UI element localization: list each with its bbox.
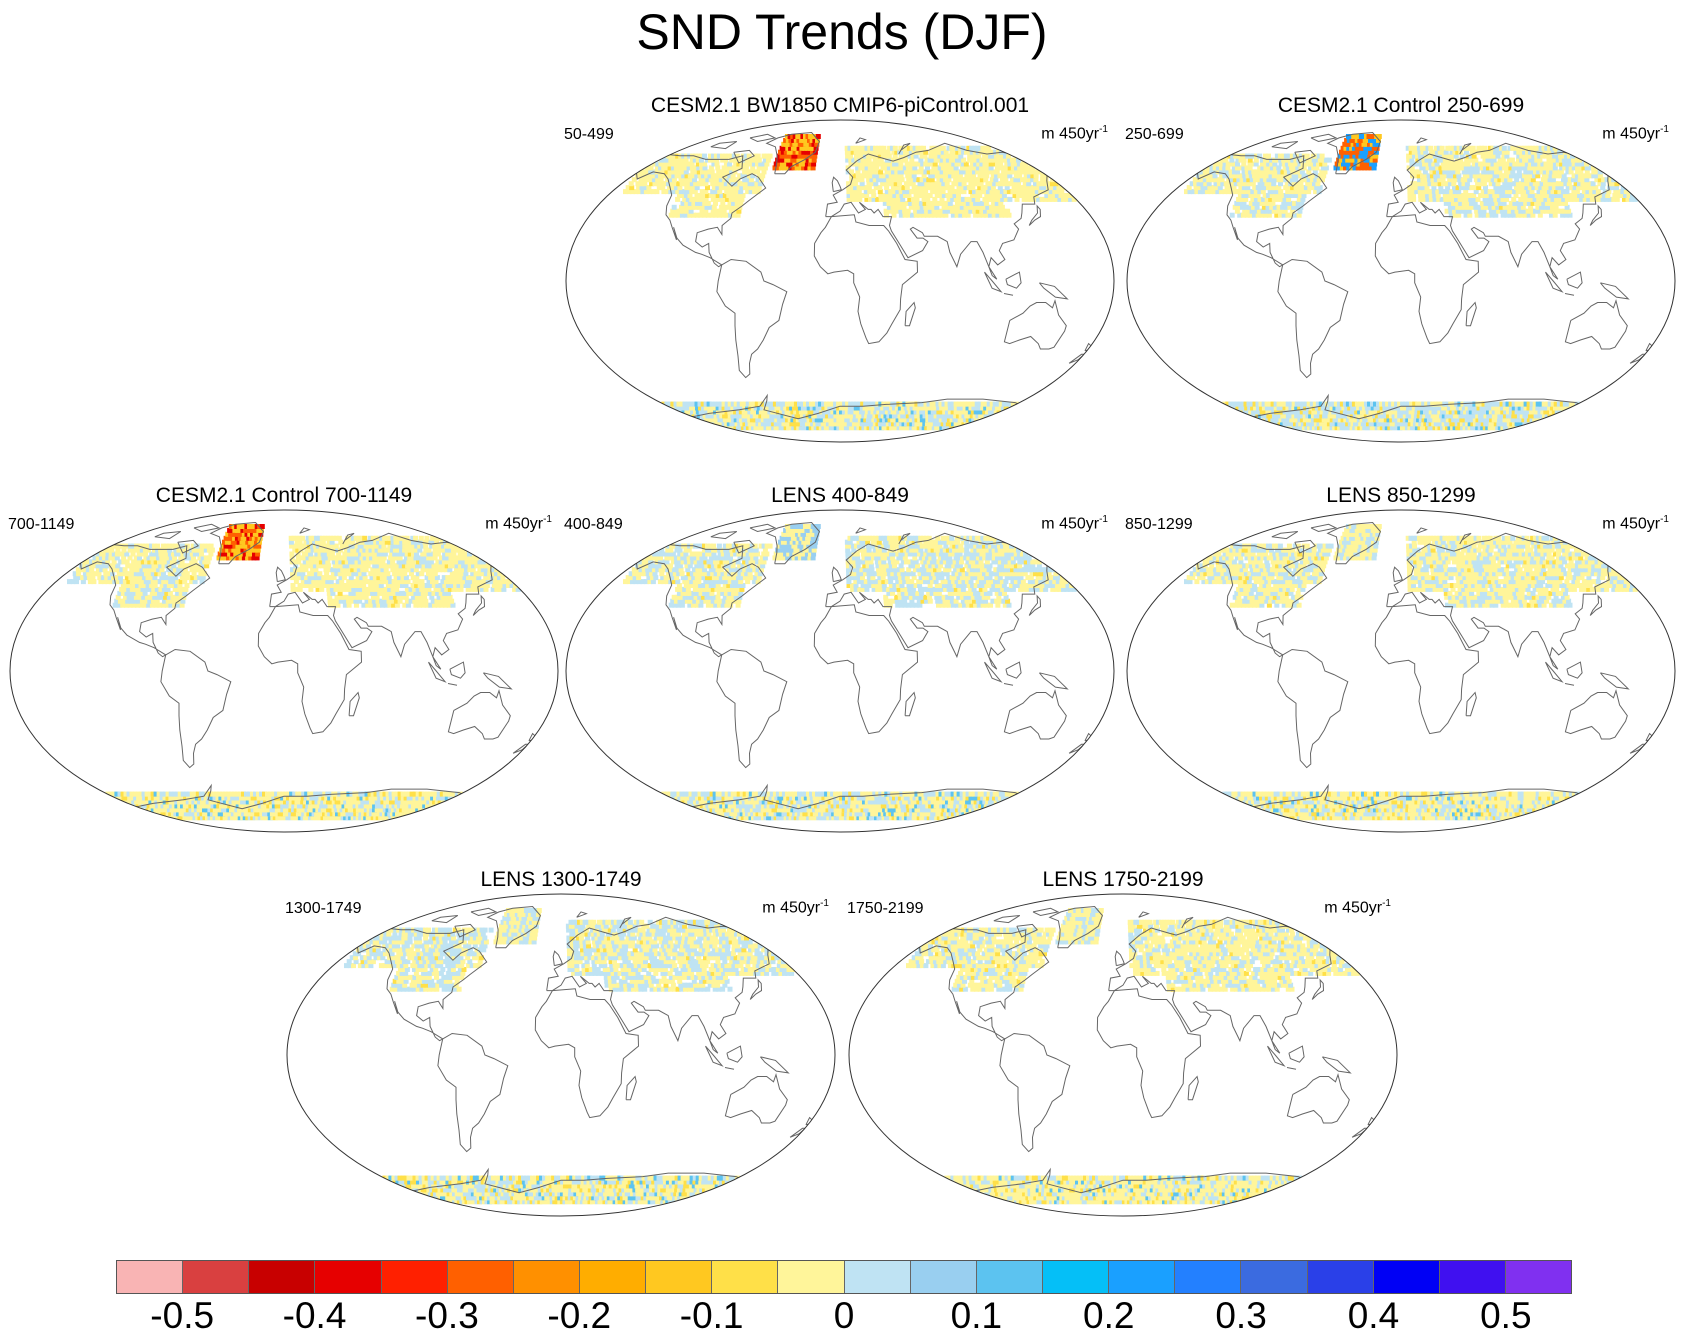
panel-title: CESM2.1 Control 700-1149: [155, 484, 413, 507]
colorbar-swatch: [1175, 1261, 1242, 1293]
colorbar-swatch: [117, 1261, 184, 1293]
world-map: [848, 893, 1398, 1217]
colorbar-swatch: [844, 1261, 911, 1293]
map-outline: [565, 509, 1115, 833]
colorbar-swatch: [381, 1261, 448, 1293]
panel-period-label: 400-849: [564, 516, 623, 533]
colorbar-swatch: [910, 1261, 977, 1293]
panel-title: LENS 1300-1749: [480, 868, 642, 891]
colorbar: -0.5 -0.4 -0.3 -0.2 -0.1 0 0.1 0.2 0.3 0.4 0.5: [116, 1260, 1572, 1336]
snow-depth-field: [344, 908, 796, 1205]
map-panel-1: CESM2.1 BW1850 CMIP6-piControl.001 50-49…: [564, 94, 1116, 444]
colorbar-swatch: [1109, 1261, 1176, 1293]
panel-period-label: 850-1299: [1125, 516, 1193, 533]
panel-units-label: m 450yr-1: [1041, 124, 1108, 143]
colorbar-swatch: [1373, 1261, 1440, 1293]
map-outline: [1126, 509, 1676, 833]
map-panel-6: LENS 1300-1749 1300-1749 m 450yr-1: [285, 868, 837, 1218]
colorbar-swatch: [712, 1261, 779, 1293]
world-map: [1126, 509, 1676, 833]
colorbar-swatch: [579, 1261, 647, 1293]
map-panel-5: LENS 850-1299 850-1299 m 450yr-1: [1125, 484, 1677, 834]
map-panel-4: LENS 400-849 400-849 m 450yr-1: [564, 484, 1116, 834]
colorbar-swatch: [1241, 1261, 1308, 1293]
colorbar-tick-label: 0.2: [1083, 1295, 1135, 1336]
panel-period-label: 250-699: [1125, 126, 1184, 143]
snow-depth-field: [623, 134, 1077, 431]
coastlines: [635, 521, 1094, 811]
colorbar-swatch: [646, 1261, 713, 1293]
colorbar-swatch: [315, 1261, 382, 1293]
map-outline: [848, 893, 1398, 1217]
snow-depth-field: [67, 524, 521, 821]
coastlines: [356, 905, 815, 1195]
panel-units-label: m 450yr-1: [1324, 898, 1391, 917]
panel-title: LENS 400-849: [771, 484, 909, 507]
panel-period-label: 50-499: [564, 126, 614, 143]
colorbar-tick-label: -0.5: [150, 1295, 215, 1336]
map-outline: [286, 893, 836, 1217]
colorbar-swatch: [1307, 1261, 1374, 1293]
colorbar-swatch: [1505, 1261, 1572, 1293]
panel-title: LENS 1750-2199: [1042, 868, 1204, 891]
world-map: [9, 509, 559, 833]
coastlines: [1196, 131, 1655, 421]
coastlines: [635, 131, 1094, 421]
panel-units-label: m 450yr-1: [1041, 514, 1108, 533]
world-map: [1126, 119, 1676, 443]
coastlines: [918, 905, 1377, 1195]
colorbar-tick-label: -0.3: [415, 1295, 479, 1336]
panel-title: CESM2.1 BW1850 CMIP6-piControl.001: [650, 94, 1030, 117]
panel-units-label: m 450yr-1: [485, 514, 552, 533]
colorbar-swatch: [1439, 1261, 1506, 1293]
panel-title: CESM2.1 Control 250-699: [1277, 94, 1525, 117]
panel-units-label: m 450yr-1: [1602, 124, 1669, 143]
colorbar-tick-label: -0.1: [679, 1295, 744, 1336]
panel-units-label: m 450yr-1: [1602, 514, 1669, 533]
colorbar-swatch: [1042, 1261, 1110, 1293]
snow-depth-field: [1184, 524, 1638, 821]
colorbar-swatch: [447, 1261, 514, 1293]
map-outline: [9, 509, 559, 833]
colorbar-swatch: [513, 1261, 580, 1293]
colorbar-tick-label: 0.1: [950, 1295, 1003, 1336]
coastlines: [1196, 521, 1655, 811]
colorbar-swatch: [249, 1261, 316, 1293]
colorbar-boxes: [116, 1260, 1572, 1294]
map-panel-7: LENS 1750-2199 1750-2199 m 450yr-1: [847, 868, 1399, 1218]
panel-units-label: m 450yr-1: [762, 898, 829, 917]
colorbar-swatch: [183, 1261, 250, 1293]
panel-period-label: 1750-2199: [847, 900, 924, 917]
world-map: [565, 509, 1115, 833]
map-outline: [1126, 119, 1676, 443]
world-map: [565, 119, 1115, 443]
map-panel-3: CESM2.1 Control 700-1149 700-1149 m 450y…: [8, 484, 560, 834]
colorbar-tick-label: -0.2: [547, 1295, 612, 1336]
snow-depth-field: [906, 908, 1360, 1205]
panel-title: LENS 850-1299: [1326, 484, 1476, 507]
world-map: [286, 893, 836, 1217]
colorbar-swatch: [976, 1261, 1043, 1293]
colorbar-tick-label: 0.5: [1480, 1295, 1532, 1336]
snow-depth-field: [623, 524, 1077, 821]
map-panel-2: CESM2.1 Control 250-699 250-699 m 450yr-…: [1125, 94, 1677, 444]
colorbar-swatch: [778, 1261, 845, 1293]
panel-period-label: 700-1149: [8, 516, 75, 533]
colorbar-tick-label: 0.3: [1215, 1295, 1267, 1336]
panel-period-label: 1300-1749: [285, 900, 362, 917]
colorbar-tick-label: 0: [833, 1295, 855, 1336]
coastlines: [79, 521, 538, 811]
colorbar-tick-label: 0.4: [1347, 1295, 1400, 1336]
main-title: SND Trends (DJF): [636, 4, 1048, 60]
map-outline: [565, 119, 1115, 443]
colorbar-tick-label: -0.4: [282, 1295, 347, 1336]
snow-depth-field: [1184, 134, 1638, 431]
